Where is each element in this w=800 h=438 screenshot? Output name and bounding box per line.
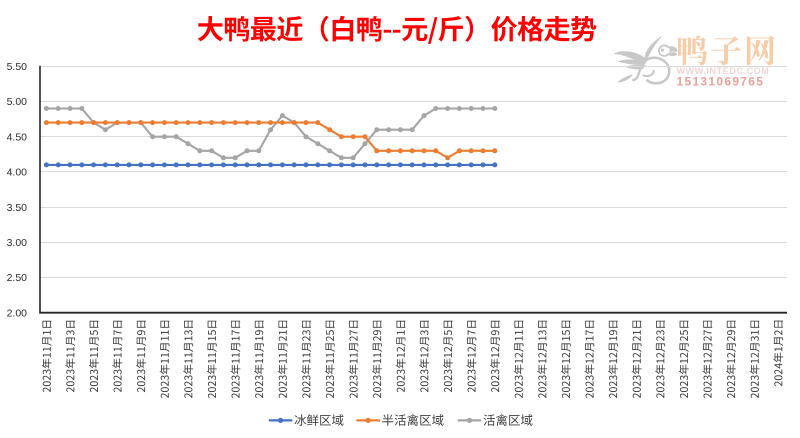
svg-text:4.00: 4.00 [7,167,28,179]
svg-text:5.00: 5.00 [7,96,28,108]
svg-text:15131069765: 15131069765 [677,74,765,88]
svg-text:4.50: 4.50 [7,131,28,143]
svg-text:2.50: 2.50 [7,272,28,284]
svg-text:5.50: 5.50 [7,61,28,73]
svg-text:2.00: 2.00 [7,307,28,319]
svg-text:WWW.INTEDC.COM: WWW.INTEDC.COM [677,66,770,76]
svg-text:3.50: 3.50 [7,202,28,214]
svg-text:3.00: 3.00 [7,237,28,249]
